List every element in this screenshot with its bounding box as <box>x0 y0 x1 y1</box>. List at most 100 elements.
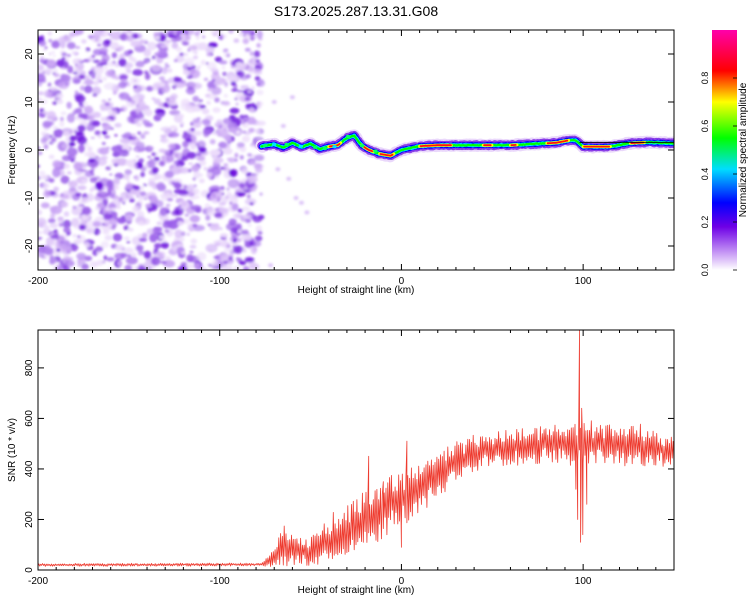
noise-blob <box>298 200 304 205</box>
noise-blob <box>63 211 70 217</box>
noise-blob <box>222 50 227 53</box>
noise-blob <box>253 50 261 58</box>
noise-blob <box>104 102 110 107</box>
noise-blob <box>146 228 156 235</box>
noise-blob <box>182 132 192 140</box>
noise-blob <box>38 247 44 253</box>
snr-ylabel: SNR (10 * v/v) <box>7 418 18 482</box>
noise-blob <box>239 155 244 160</box>
noise-blob <box>256 78 264 84</box>
noise-blob <box>74 225 80 230</box>
noise-blob <box>236 223 242 228</box>
noise-blob <box>108 98 111 101</box>
noise-blob <box>114 185 119 190</box>
noise-blob <box>235 61 244 68</box>
noise-blob <box>112 233 123 242</box>
noise-blob <box>280 124 286 128</box>
noise-blob <box>92 59 100 63</box>
noise-blob <box>127 227 134 232</box>
noise-blob <box>126 31 131 36</box>
noise-blob <box>77 235 86 243</box>
noise-blob <box>200 59 206 66</box>
noise-blob <box>187 86 194 91</box>
noise-blob <box>127 179 130 183</box>
snr-xlabel: Height of straight line (km) <box>298 585 415 596</box>
noise-blob <box>66 54 72 57</box>
noise-blob <box>101 99 107 103</box>
noise-blob <box>228 157 236 163</box>
snr-ytick-label: 0 <box>24 567 35 573</box>
noise-blob <box>116 144 123 150</box>
noise-blob <box>177 265 188 270</box>
noise-blob <box>112 91 117 95</box>
noise-blob <box>214 212 223 218</box>
noise-blob <box>180 251 187 255</box>
noise-blob <box>228 30 234 34</box>
noise-blob <box>118 81 127 89</box>
noise-blob <box>180 190 189 195</box>
noise-blob <box>74 130 85 136</box>
noise-blob <box>101 142 106 145</box>
noise-blob <box>90 136 96 139</box>
noise-blob <box>179 121 185 126</box>
noise-blob <box>139 117 146 122</box>
noise-blob <box>118 45 125 51</box>
noise-blob <box>122 201 126 205</box>
noise-blob <box>51 40 60 49</box>
noise-blob <box>246 176 256 184</box>
snr-xtick-label: -100 <box>210 576 230 587</box>
noise-blob <box>111 52 118 59</box>
ridge-peak-segment <box>379 153 394 157</box>
snr-frame <box>37 329 675 571</box>
noise-blob <box>155 200 164 208</box>
noise-blob <box>46 59 56 68</box>
noise-blob <box>253 173 259 176</box>
noise-blob <box>47 31 53 36</box>
noise-blob <box>56 248 61 252</box>
noise-blob <box>180 262 188 267</box>
noise-blob <box>249 263 260 270</box>
noise-blob <box>160 260 167 264</box>
noise-blob <box>60 111 67 116</box>
noise-blob <box>199 104 207 109</box>
noise-blob <box>228 255 233 261</box>
noise-blob <box>50 137 57 143</box>
noise-blob <box>161 67 168 75</box>
noise-blob <box>209 225 221 231</box>
noise-blob <box>60 74 71 83</box>
noise-blob <box>186 232 190 236</box>
noise-blob <box>126 69 132 74</box>
noise-blob <box>116 56 121 60</box>
noise-blob <box>174 193 178 198</box>
noise-blob <box>207 42 218 48</box>
noise-blob <box>240 85 250 90</box>
noise-blob <box>222 147 233 155</box>
noise-blob <box>104 39 111 45</box>
noise-blob <box>39 58 45 63</box>
noise-blob <box>42 224 50 229</box>
noise-blob <box>216 128 228 137</box>
noise-blob <box>102 76 107 81</box>
noise-blob <box>189 226 194 232</box>
noise-blob <box>50 205 63 215</box>
noise-blob <box>163 219 171 225</box>
noise-blob <box>129 199 135 203</box>
ridge-knot <box>359 144 365 148</box>
noise-blob <box>199 173 204 177</box>
noise-blob <box>144 73 151 80</box>
noise-blob <box>119 138 130 144</box>
noise-blob <box>161 242 169 249</box>
noise-blob <box>192 223 198 227</box>
noise-blob <box>77 124 86 132</box>
noise-blob <box>258 106 262 109</box>
snr-axes: -200 -100 0 100 0 200 400 600 800 <box>24 330 674 587</box>
noise-blob <box>158 48 168 58</box>
noise-blob <box>49 255 55 260</box>
noise-blob <box>38 170 46 176</box>
noise-blob <box>177 167 190 174</box>
noise-blob <box>245 33 251 40</box>
noise-blob <box>75 107 83 114</box>
noise-blob <box>117 217 126 224</box>
noise-blob <box>132 133 136 137</box>
